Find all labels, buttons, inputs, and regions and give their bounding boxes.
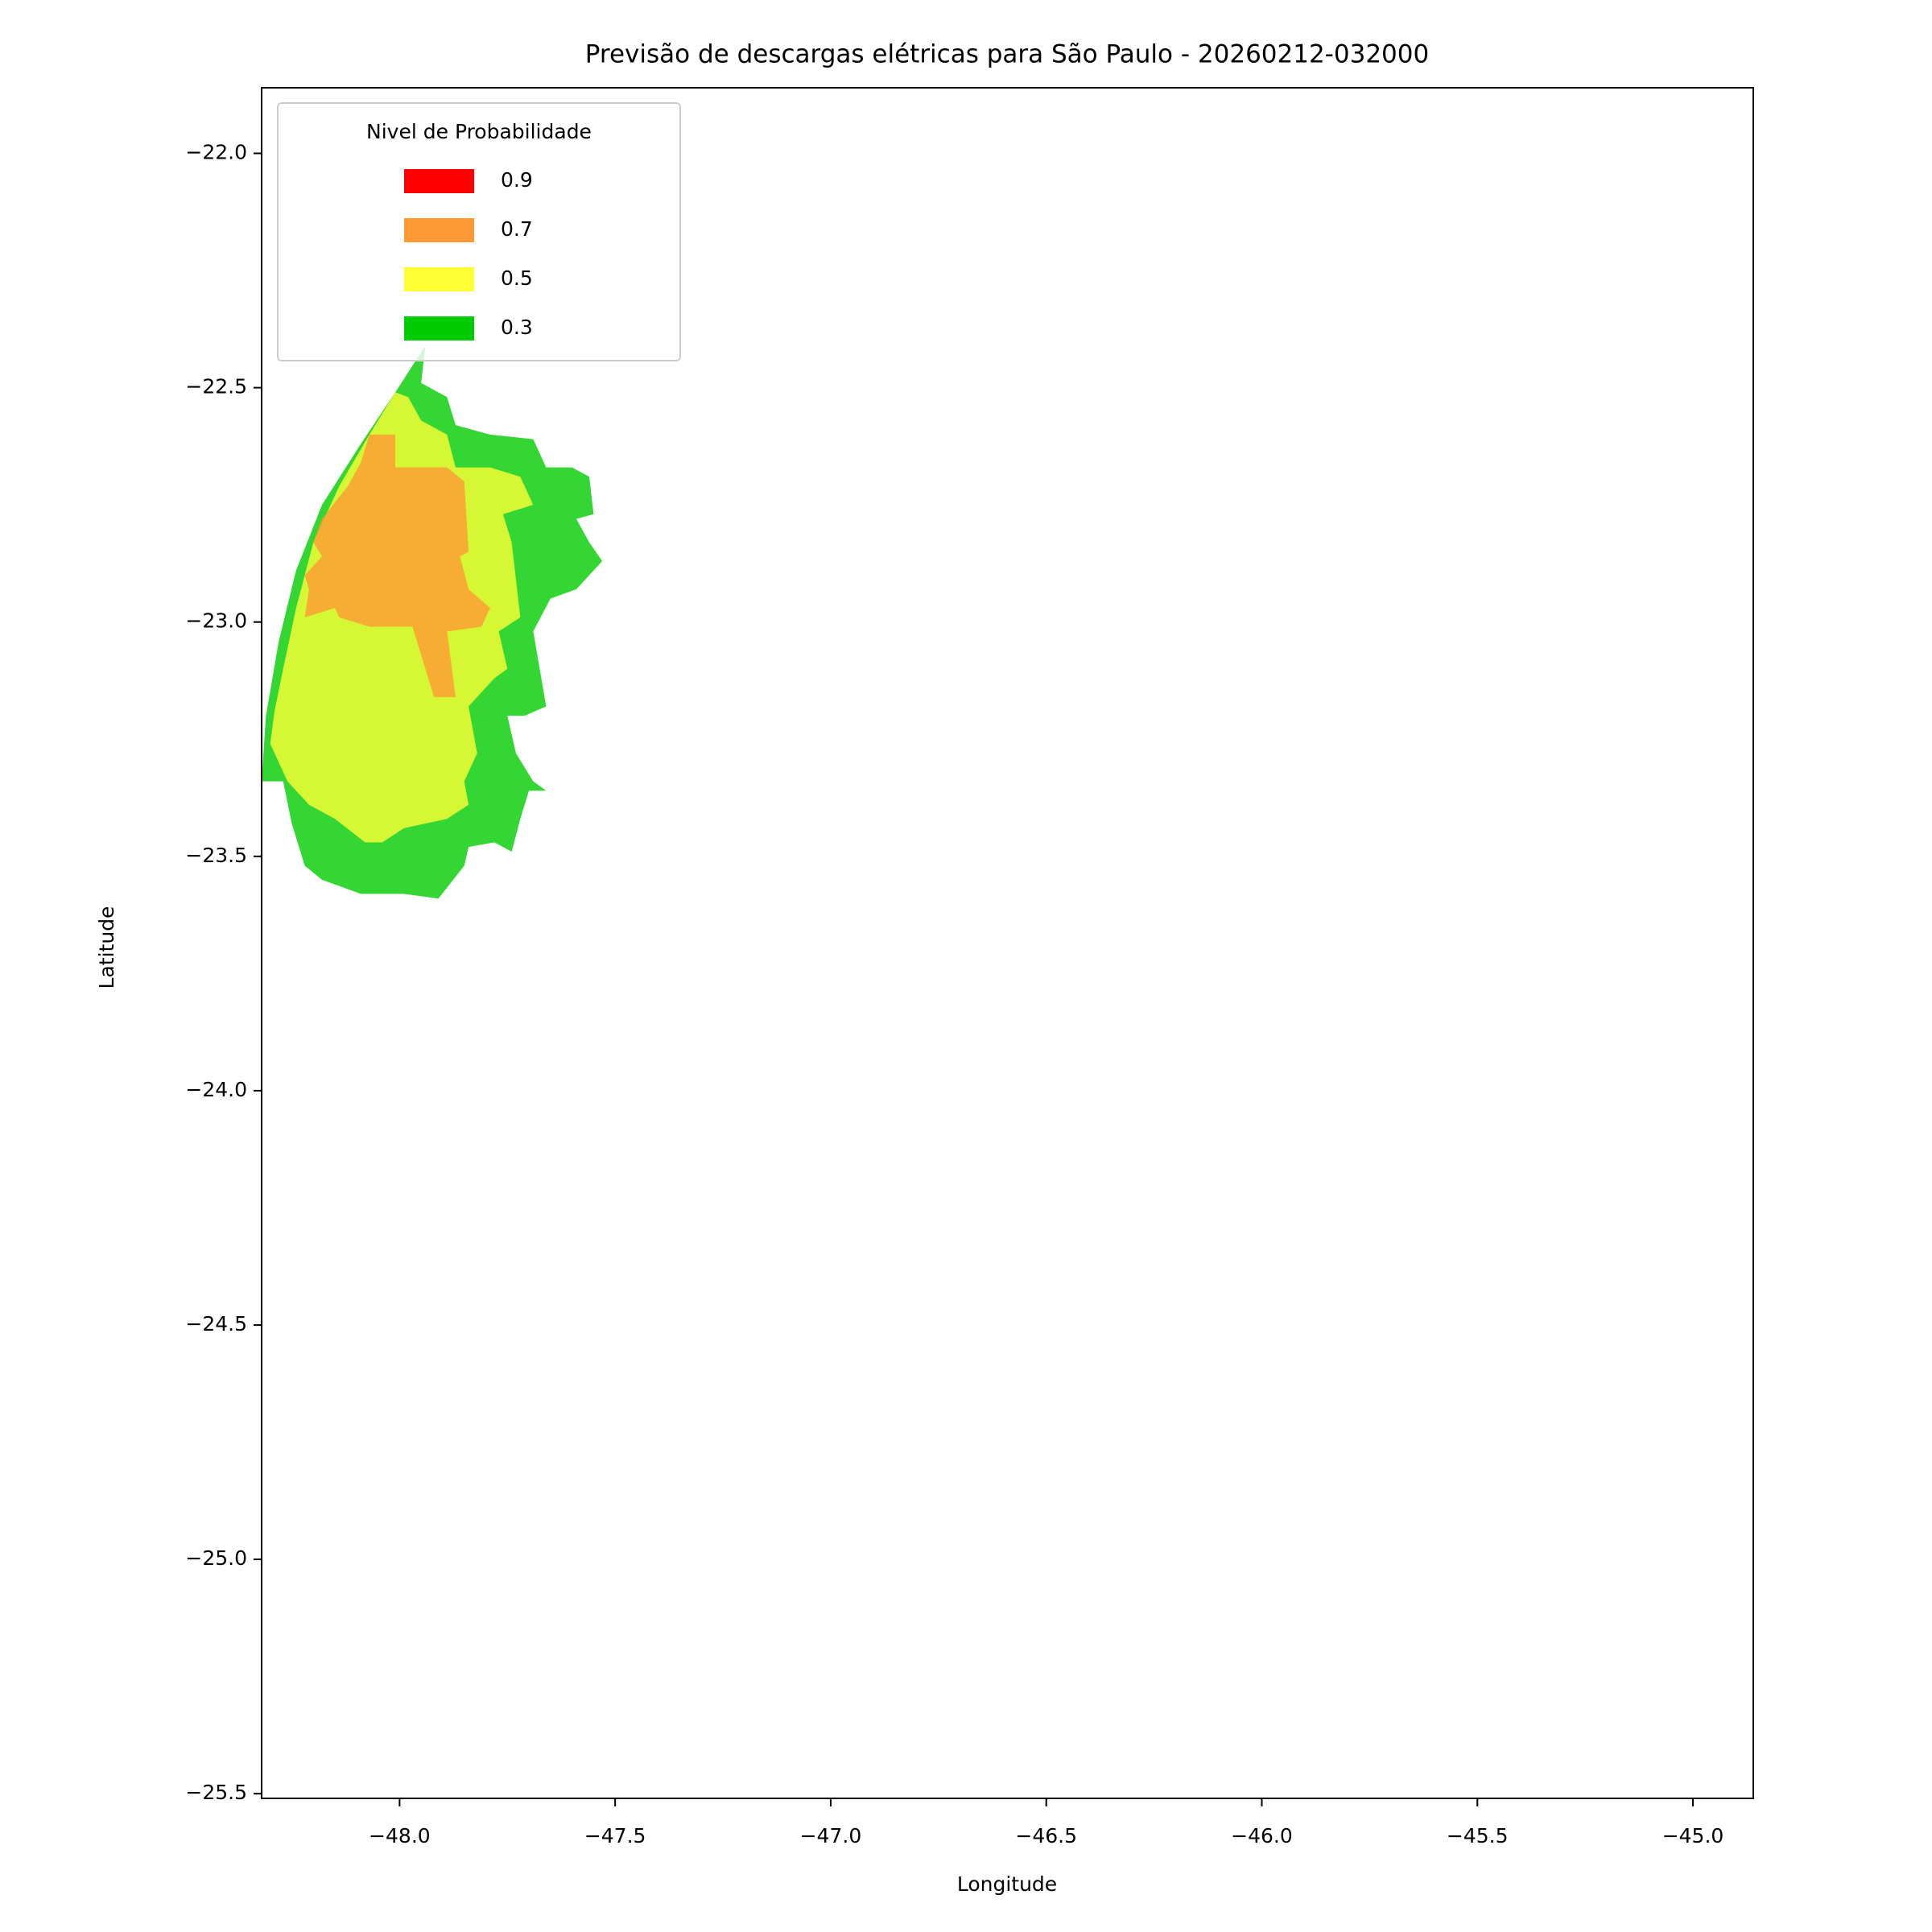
legend-title: Nivel de Probabilidade [366, 120, 592, 143]
y-tick-label: −24.0 [185, 1078, 247, 1101]
x-tick-label: −47.0 [800, 1824, 862, 1847]
legend-swatch [404, 316, 474, 341]
x-axis-label: Longitude [957, 1872, 1057, 1896]
x-tick-label: −47.5 [584, 1824, 646, 1847]
contour-region [304, 434, 490, 697]
axes-frame [261, 87, 1754, 1799]
legend-label: 0.9 [501, 168, 533, 192]
legend-swatch [404, 218, 474, 242]
y-tick-label: −24.5 [185, 1312, 247, 1335]
legend-swatch [404, 169, 474, 193]
plot-area [262, 345, 603, 899]
legend-label: 0.5 [501, 266, 533, 290]
y-tick-label: −23.5 [185, 844, 247, 867]
y-tick-label: −25.5 [185, 1781, 247, 1804]
x-tick-label: −45.5 [1447, 1824, 1509, 1847]
y-tick-label: −22.5 [185, 375, 247, 398]
x-tick-label: −45.0 [1662, 1824, 1724, 1847]
legend-label: 0.3 [501, 316, 533, 339]
x-tick-label: −46.5 [1015, 1824, 1077, 1847]
legend: Nivel de Probabilidade 0.9 0.7 0.5 0.3 [277, 102, 681, 361]
axes: −48.0 −47.5 −47.0 −46.5 −46.0 −45.5 −45.0 −22.0… [185, 141, 1724, 1847]
legend-swatch [404, 267, 474, 291]
x-tick-label: −46.0 [1231, 1824, 1293, 1847]
y-tick-label: −22.0 [185, 141, 247, 164]
x-tick-label: −48.0 [369, 1824, 431, 1847]
legend-label: 0.7 [501, 217, 533, 241]
legend-box [277, 102, 681, 361]
y-axis-label: Latitude [95, 906, 118, 989]
y-tick-label: −25.0 [185, 1546, 247, 1570]
chart-title: Previsão de descargas elétricas para São… [585, 40, 1429, 69]
y-tick-label: −23.0 [185, 609, 247, 633]
